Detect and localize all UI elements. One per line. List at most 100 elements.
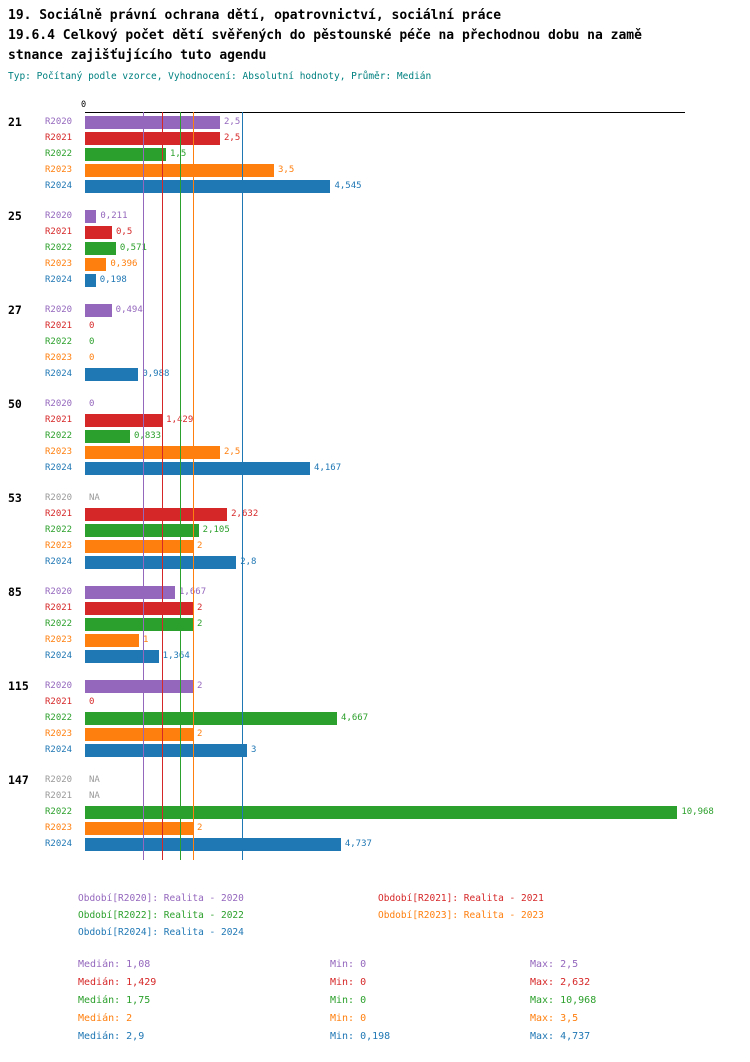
bar-area: 1,667	[85, 584, 750, 600]
value-label: 2	[197, 619, 203, 629]
series-label: R2023	[45, 447, 73, 457]
value-label: 0,211	[100, 211, 128, 221]
series-label: R2020	[45, 493, 73, 503]
series-label: R2024	[45, 181, 73, 191]
bar	[85, 225, 112, 239]
series-label: R2022	[45, 337, 73, 347]
series-label: R2021	[45, 227, 73, 237]
bar-row: R2022 1,5	[0, 146, 750, 162]
bar-row: R2022 10,968	[0, 804, 750, 820]
median-line-r2020	[143, 112, 145, 860]
bar-area: 2	[85, 616, 750, 632]
bar-group-25: 25 R2020 0,211 R2021 0,5 R2022 0,571 R2023 0,396…	[0, 208, 750, 302]
bar-row: R2021 1,429	[0, 412, 750, 428]
bar-row: R2024 0,198	[0, 272, 750, 288]
value-label: 2,8	[240, 557, 257, 567]
value-label: 0	[89, 399, 95, 409]
bar-group-21: 21 R2020 2,5 R2021 2,5 R2022 1,5 R2023 3,5 R2024 4…	[0, 114, 750, 208]
series-label: R2023	[45, 353, 73, 363]
stats-row-r2022: Medián: 1,75 Min: 0 Max: 10,968	[78, 991, 750, 1009]
report-title-line-1: 19. Sociálně právní ochrana dětí, opatro…	[8, 8, 502, 23]
value-label: 2	[197, 729, 203, 739]
group-label: 115	[8, 679, 29, 693]
bar	[85, 523, 199, 537]
bar-area: 0,396	[85, 256, 750, 272]
bar-area: 4,167	[85, 460, 750, 476]
bar-area: 0	[85, 396, 750, 412]
bar-group-147: 147 R2020 NA R2021 NA R2022 10,968 R2023 2 R2024 4…	[0, 772, 750, 866]
bar-area: 2	[85, 726, 750, 742]
value-label: 0,833	[133, 431, 162, 441]
bar-row: R2023 2	[0, 726, 750, 742]
stat-max: Max: 2,5	[530, 958, 579, 970]
bar-row: R2023 2,5	[0, 444, 750, 460]
value-label: 2,105	[202, 525, 230, 535]
bar-row: R2023 0,396	[0, 256, 750, 272]
bar-area: 4,737	[85, 836, 750, 852]
bar-area: 2,5	[85, 444, 750, 460]
value-label: 0	[89, 697, 95, 707]
bar-area: NA	[85, 490, 750, 506]
bar-area: 3	[85, 742, 750, 758]
bar	[85, 179, 331, 193]
stat-min: Min: 0,198	[330, 1030, 391, 1042]
bar-row: R2024 4,167	[0, 460, 750, 476]
bar-area: 10,968	[85, 804, 750, 820]
value-label: 3	[251, 745, 257, 755]
bar	[85, 837, 341, 851]
bar	[85, 601, 193, 615]
bar-area: 1,429	[85, 412, 750, 428]
stats-row-r2020: Medián: 1,08 Min: 0 Max: 2,5	[78, 955, 750, 973]
series-label: R2023	[45, 635, 73, 645]
series-label: R2021	[45, 133, 73, 143]
stat-min: Min: 0	[330, 994, 367, 1006]
series-label: R2024	[45, 275, 73, 285]
bar-area: 0,198	[85, 272, 750, 288]
bar-row: R2023 1	[0, 632, 750, 648]
value-label: 10,968	[681, 807, 714, 817]
bar-row: R2024 4,545	[0, 178, 750, 194]
chart-legend: Období[R2020]: Realita - 2020 Období[R202…	[0, 890, 738, 941]
series-label: R2021	[45, 697, 73, 707]
legend-item-r2023: Období[R2023]: Realita - 2023	[378, 910, 544, 921]
bar-area: 4,667	[85, 710, 750, 726]
bar-row: R2020 0,211	[0, 208, 750, 224]
bar	[85, 617, 193, 631]
stats-row-r2024: Medián: 2,9 Min: 0,198 Max: 4,737	[78, 1027, 750, 1045]
bar	[85, 131, 220, 145]
bar-area: 2	[85, 678, 750, 694]
value-label: 4,167	[314, 463, 342, 473]
bar-row: R2023 3,5	[0, 162, 750, 178]
bar-area: 2,5	[85, 130, 750, 146]
bar-row: R2021 NA	[0, 788, 750, 804]
bar-group-50: 50 R2020 0 R2021 1,429 R2022 0,833 R2023 2,5 R202…	[0, 396, 750, 490]
value-label: 4,737	[344, 839, 372, 849]
stat-min: Min: 0	[330, 1012, 367, 1024]
group-label: 50	[8, 397, 22, 411]
series-label: R2023	[45, 259, 73, 269]
value-label: 4,545	[334, 181, 362, 191]
bar-row: R2021 0	[0, 318, 750, 334]
bar-row: R2022 0,833	[0, 428, 750, 444]
group-label: 85	[8, 585, 22, 599]
bar	[85, 633, 139, 647]
stat-max: Max: 2,632	[530, 976, 591, 988]
bar-row: R2024 0,988	[0, 366, 750, 382]
stat-min: Min: 0	[330, 958, 367, 970]
median-line-r2021	[162, 112, 164, 860]
series-label: R2021	[45, 603, 73, 613]
series-label: R2023	[45, 823, 73, 833]
bar-area: 3,5	[85, 162, 750, 178]
series-label: R2022	[45, 431, 73, 441]
bar-row: R2023 2	[0, 820, 750, 836]
value-label: 1,667	[179, 587, 207, 597]
bar	[85, 743, 248, 757]
median-line-r2024	[241, 112, 243, 860]
bar	[85, 805, 678, 819]
value-label: 0	[89, 321, 95, 331]
series-label: R2024	[45, 369, 73, 379]
value-label: 2	[197, 681, 203, 691]
bar-row: R2020 2	[0, 678, 750, 694]
series-label: R2022	[45, 713, 73, 723]
stat-median: Medián: 2,9	[78, 1030, 145, 1042]
